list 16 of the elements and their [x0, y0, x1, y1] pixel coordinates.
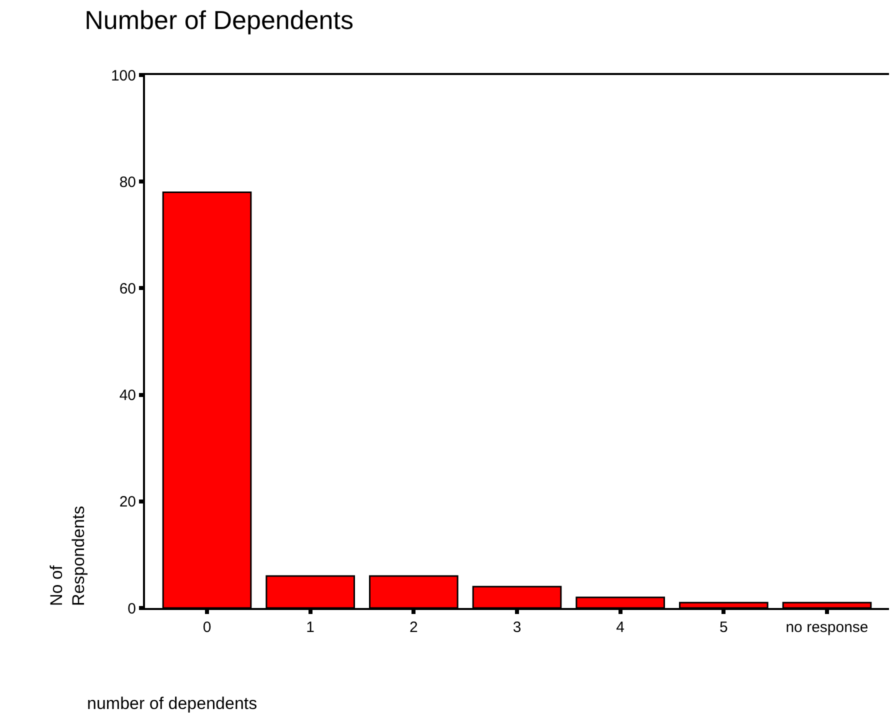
y-tick-label: 100 [110, 67, 136, 84]
y-tick-label: 0 [128, 600, 136, 618]
y-tick-label: 20 [119, 494, 136, 511]
chart-title: Number of Dependents [84, 4, 354, 35]
x-tick-label: 2 [410, 619, 418, 636]
y-axis-title: No of Respondents [47, 506, 88, 606]
x-tick-label: 3 [512, 619, 522, 636]
x-tick-label: 4 [616, 619, 624, 636]
x-axis-title: number of dependents [87, 694, 258, 713]
x-tick-label: no response [786, 619, 868, 636]
x-tick-label: 0 [202, 619, 212, 636]
y-tick-label: 60 [119, 280, 136, 298]
x-tick-label: 5 [720, 619, 728, 636]
y-tick-label: 40 [119, 387, 136, 404]
y-tick-label: 80 [119, 174, 136, 191]
x-tick-label: 1 [306, 619, 314, 636]
